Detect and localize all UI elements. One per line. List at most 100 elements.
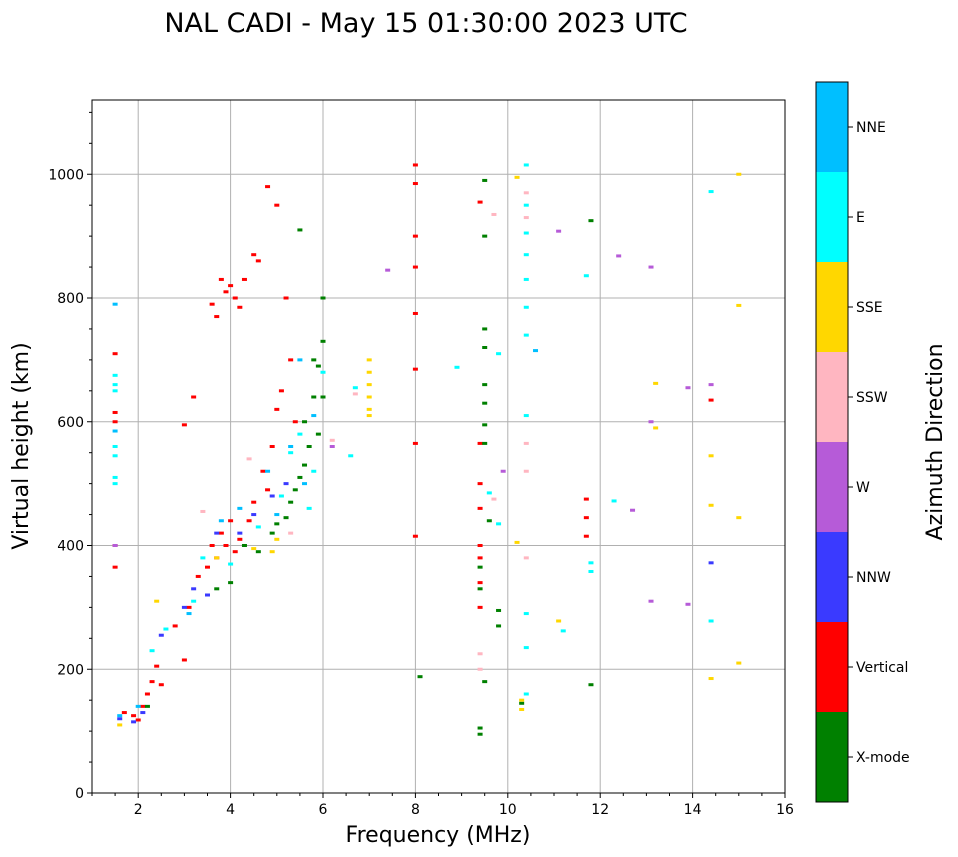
data-point-w bbox=[616, 254, 622, 258]
data-point-vertical bbox=[195, 574, 201, 578]
data-point-nne bbox=[302, 482, 308, 486]
data-point-e bbox=[200, 556, 206, 560]
x-axis-label: Frequency (MHz) bbox=[346, 823, 531, 848]
data-point-vertical bbox=[412, 234, 418, 238]
data-point-x-mode bbox=[255, 550, 261, 554]
data-point-ssw bbox=[246, 457, 252, 461]
data-point-vertical bbox=[186, 605, 192, 609]
data-point-nne bbox=[288, 445, 294, 448]
data-point-nne bbox=[297, 358, 303, 362]
data-point-x-mode bbox=[228, 581, 234, 585]
data-point-x-mode bbox=[144, 704, 150, 708]
data-point-sse bbox=[519, 698, 525, 702]
data-point-x-mode bbox=[482, 441, 488, 445]
data-point-vertical bbox=[412, 265, 418, 269]
colorbar-segment-nne bbox=[816, 82, 848, 172]
data-point-ssw bbox=[491, 212, 497, 216]
y-tick-label: 600 bbox=[57, 415, 84, 431]
data-point-vertical bbox=[412, 163, 418, 167]
data-point-sse bbox=[708, 503, 714, 507]
data-point-nnw bbox=[140, 711, 146, 715]
data-point-nne bbox=[112, 429, 118, 433]
y-tick-label: 1000 bbox=[48, 167, 84, 183]
data-point-x-mode bbox=[482, 178, 488, 182]
x-tick-label: 16 bbox=[776, 802, 794, 818]
data-point-vertical bbox=[237, 305, 243, 309]
data-point-nne bbox=[265, 469, 271, 473]
data-point-w bbox=[500, 469, 506, 473]
data-point-x-mode bbox=[477, 726, 483, 730]
data-point-vertical bbox=[209, 544, 215, 547]
data-point-ssw bbox=[523, 216, 529, 220]
data-point-vertical bbox=[232, 550, 238, 554]
data-point-vertical bbox=[278, 389, 284, 393]
colorbar-segment-nnw bbox=[816, 532, 848, 622]
data-point-sse bbox=[366, 407, 372, 411]
data-point-sse bbox=[736, 516, 742, 520]
data-point-vertical bbox=[260, 469, 266, 473]
data-point-e bbox=[112, 373, 118, 377]
data-point-sse bbox=[269, 550, 275, 554]
data-point-vertical bbox=[140, 704, 146, 708]
data-point-nne bbox=[533, 349, 539, 353]
data-point-x-mode bbox=[486, 519, 492, 523]
data-point-nne bbox=[117, 714, 123, 718]
data-point-vertical bbox=[412, 311, 418, 315]
data-point-ssw bbox=[200, 509, 206, 513]
data-point-e bbox=[112, 475, 118, 479]
data-point-vertical bbox=[131, 714, 137, 718]
colorbar-segment-e bbox=[816, 172, 848, 262]
data-point-x-mode bbox=[269, 531, 275, 535]
data-point-vertical bbox=[477, 556, 483, 560]
data-point-nnw bbox=[117, 717, 123, 721]
data-point-e bbox=[112, 482, 118, 486]
data-point-vertical bbox=[412, 182, 418, 186]
data-point-e bbox=[523, 163, 529, 167]
data-point-x-mode bbox=[274, 522, 280, 526]
data-point-e bbox=[163, 627, 169, 631]
data-point-ssw bbox=[288, 531, 294, 535]
data-point-vertical bbox=[154, 664, 160, 668]
data-point-ssw bbox=[329, 438, 335, 442]
data-point-e bbox=[228, 562, 234, 566]
data-point-vertical bbox=[112, 352, 118, 356]
data-point-e bbox=[112, 454, 118, 458]
data-point-e bbox=[588, 561, 594, 565]
data-point-e bbox=[288, 451, 294, 455]
data-point-x-mode bbox=[519, 701, 525, 705]
data-point-nnw bbox=[214, 531, 220, 535]
x-tick-label: 14 bbox=[684, 802, 702, 818]
data-point-vertical bbox=[255, 259, 261, 263]
data-point-sse bbox=[366, 358, 372, 362]
data-point-e bbox=[112, 389, 118, 393]
data-point-e bbox=[523, 692, 529, 696]
data-point-x-mode bbox=[417, 675, 423, 679]
data-point-x-mode bbox=[297, 228, 303, 232]
data-point-vertical bbox=[274, 203, 280, 207]
data-point-vertical bbox=[292, 420, 298, 424]
data-point-vertical bbox=[223, 544, 229, 547]
data-point-ssw bbox=[523, 191, 529, 195]
data-point-e bbox=[523, 333, 529, 337]
data-point-vertical bbox=[412, 441, 418, 445]
colorbar-segment-ssw bbox=[816, 352, 848, 442]
data-point-vertical bbox=[218, 277, 224, 281]
data-point-e bbox=[149, 649, 155, 653]
data-point-vertical bbox=[205, 565, 210, 569]
data-point-sse bbox=[117, 723, 123, 727]
data-point-x-mode bbox=[482, 383, 488, 387]
colorbar-label-nnw: NNW bbox=[856, 570, 891, 586]
data-point-vertical bbox=[158, 683, 164, 687]
data-point-sse bbox=[736, 172, 742, 176]
data-point-vertical bbox=[477, 605, 483, 609]
x-tick-label: 6 bbox=[319, 802, 328, 818]
data-point-vertical bbox=[412, 534, 418, 538]
data-point-nnw bbox=[251, 513, 257, 517]
x-tick-label: 2 bbox=[134, 802, 143, 818]
data-point-e bbox=[523, 203, 529, 207]
data-point-vertical bbox=[135, 718, 141, 722]
x-tick-label: 8 bbox=[411, 802, 420, 818]
data-point-e bbox=[348, 454, 354, 458]
data-point-vertical bbox=[477, 581, 483, 585]
